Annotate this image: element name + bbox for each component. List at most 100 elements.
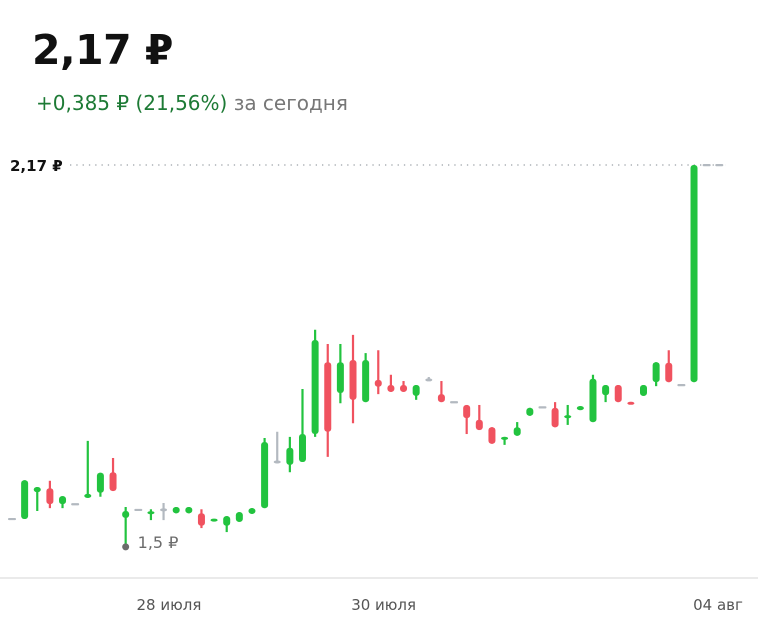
candle[interactable] — [412, 385, 420, 400]
candle[interactable] — [513, 422, 521, 436]
min-price-marker — [122, 543, 130, 551]
candle[interactable] — [564, 404, 572, 425]
candle[interactable] — [147, 509, 155, 521]
candle[interactable] — [223, 516, 231, 533]
candle[interactable] — [640, 385, 647, 396]
candle[interactable] — [501, 436, 509, 445]
candle[interactable] — [172, 507, 180, 514]
candle-body — [715, 164, 724, 167]
candle-body — [96, 472, 104, 493]
candle[interactable] — [488, 427, 496, 444]
candle[interactable] — [298, 389, 306, 462]
change-period: за сегодня — [233, 91, 348, 115]
candle[interactable] — [336, 343, 344, 404]
candle-body — [349, 359, 357, 400]
candle[interactable] — [96, 472, 104, 497]
candle[interactable] — [400, 381, 408, 392]
candle[interactable] — [437, 381, 445, 403]
candle[interactable] — [71, 503, 80, 506]
candle-body — [362, 359, 370, 403]
candle[interactable] — [690, 165, 698, 383]
candle[interactable] — [589, 374, 597, 423]
candle-body — [197, 513, 205, 526]
candle-body — [640, 385, 647, 396]
candle[interactable] — [450, 401, 459, 404]
candle-body — [33, 487, 41, 493]
candle-body — [134, 508, 143, 512]
candle-body — [551, 407, 559, 428]
candle[interactable] — [33, 487, 41, 511]
candle[interactable] — [627, 401, 635, 405]
candle[interactable] — [614, 385, 622, 403]
candle[interactable] — [387, 374, 395, 392]
candle[interactable] — [59, 496, 67, 509]
current-price: 2,17 ₽ — [32, 26, 173, 74]
candle[interactable] — [665, 350, 673, 383]
candle[interactable] — [374, 350, 382, 395]
x-tick-label: 04 авг — [693, 596, 743, 614]
candle[interactable] — [652, 362, 660, 387]
candle[interactable] — [538, 406, 547, 409]
candles — [8, 164, 724, 547]
candle-body — [374, 379, 382, 387]
candle[interactable] — [425, 377, 433, 382]
candle[interactable] — [576, 406, 584, 411]
candle[interactable] — [185, 507, 193, 514]
candle[interactable] — [109, 457, 117, 492]
candle[interactable] — [324, 343, 332, 457]
candle-body — [223, 516, 231, 526]
candle[interactable] — [261, 438, 269, 509]
candle[interactable] — [197, 509, 205, 529]
candle[interactable] — [210, 518, 218, 522]
candle-body — [538, 406, 547, 409]
candle-body — [475, 419, 483, 431]
candle[interactable] — [362, 353, 370, 403]
candle-body — [235, 512, 243, 522]
candle[interactable] — [235, 512, 243, 522]
candle-body — [248, 508, 256, 514]
candle[interactable] — [475, 404, 483, 431]
candle-body — [160, 508, 168, 512]
candle[interactable] — [122, 507, 130, 547]
candle[interactable] — [702, 164, 711, 167]
candle[interactable] — [8, 517, 16, 521]
candle-body — [513, 427, 521, 436]
candle-body — [437, 394, 445, 403]
candle-body — [122, 510, 130, 518]
candle[interactable] — [677, 384, 686, 387]
price-change: +0,385 ₽ (21,56%) за сегодня — [36, 91, 348, 115]
candle-body — [425, 378, 433, 382]
candle-body — [210, 518, 218, 522]
candle-body — [8, 517, 16, 521]
candle[interactable] — [273, 431, 281, 464]
candle-body — [412, 385, 420, 396]
candle[interactable] — [134, 508, 143, 512]
candle-body — [576, 406, 584, 411]
candle[interactable] — [286, 436, 294, 473]
candle-body — [261, 442, 269, 509]
candle[interactable] — [46, 480, 54, 509]
candle-body — [450, 401, 459, 404]
candle[interactable] — [160, 503, 168, 521]
candle[interactable] — [311, 329, 319, 437]
candle[interactable] — [463, 404, 471, 435]
candle-body — [602, 385, 610, 396]
candle[interactable] — [21, 480, 29, 519]
min-price-label: 1,5 ₽ — [138, 533, 179, 552]
candle[interactable] — [84, 440, 92, 498]
candle-body — [702, 164, 711, 167]
candle-body — [400, 385, 408, 392]
candle[interactable] — [526, 407, 534, 416]
candle-body — [324, 362, 332, 432]
candle[interactable] — [248, 508, 256, 514]
candle-body — [627, 401, 635, 405]
candle[interactable] — [602, 385, 610, 403]
candle[interactable] — [551, 402, 559, 428]
candle-body — [690, 165, 698, 383]
candle[interactable] — [715, 164, 724, 167]
candle-body — [665, 362, 673, 383]
candle-body — [614, 385, 622, 403]
x-tick-label: 28 июля — [137, 596, 202, 614]
candle[interactable] — [349, 334, 357, 424]
